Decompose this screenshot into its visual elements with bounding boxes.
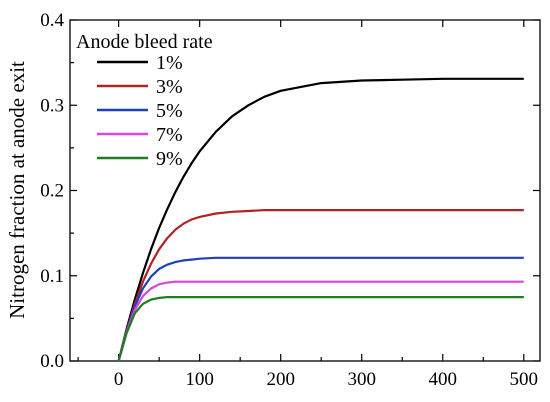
y-tick-label: 0.1: [40, 266, 64, 287]
y-axis-label: Nitrogen fraction at anode exit: [5, 61, 29, 319]
series-group: [117, 77, 524, 362]
series-line-5: [117, 296, 524, 362]
legend-label-3: 5%: [156, 100, 183, 122]
series-line-3: [117, 256, 524, 362]
y-tick-label: 0.2: [40, 181, 64, 202]
plot-frame: [69, 19, 541, 362]
axis-ticks: [70, 19, 540, 362]
x-tick-label: 100: [185, 369, 214, 390]
y-tick-label: 0.0: [40, 351, 64, 372]
series-line-4: [117, 280, 524, 362]
series-line-1: [117, 77, 524, 362]
x-tick-label: 200: [266, 369, 295, 390]
x-tick-label: 300: [347, 369, 376, 390]
series-line-2: [117, 209, 524, 362]
legend-label-5: 9%: [156, 148, 183, 170]
x-tick-label: 0: [114, 369, 124, 390]
x-tick-label: 400: [429, 369, 458, 390]
y-tick-label: 0.4: [40, 10, 64, 31]
legend-label-1: 1%: [156, 52, 183, 74]
tick-labels: 0 100 200 300 400 500 0.0 0.1 0.2 0.3 0.4: [40, 10, 538, 390]
x-tick-label: 500: [510, 369, 539, 390]
legend-label-4: 7%: [156, 124, 183, 146]
legend: Anode bleed rate 1%3%5%7%9%: [76, 31, 213, 170]
legend-title: Anode bleed rate: [76, 31, 213, 53]
y-tick-label: 0.3: [40, 95, 64, 116]
legend-label-2: 3%: [156, 76, 183, 98]
